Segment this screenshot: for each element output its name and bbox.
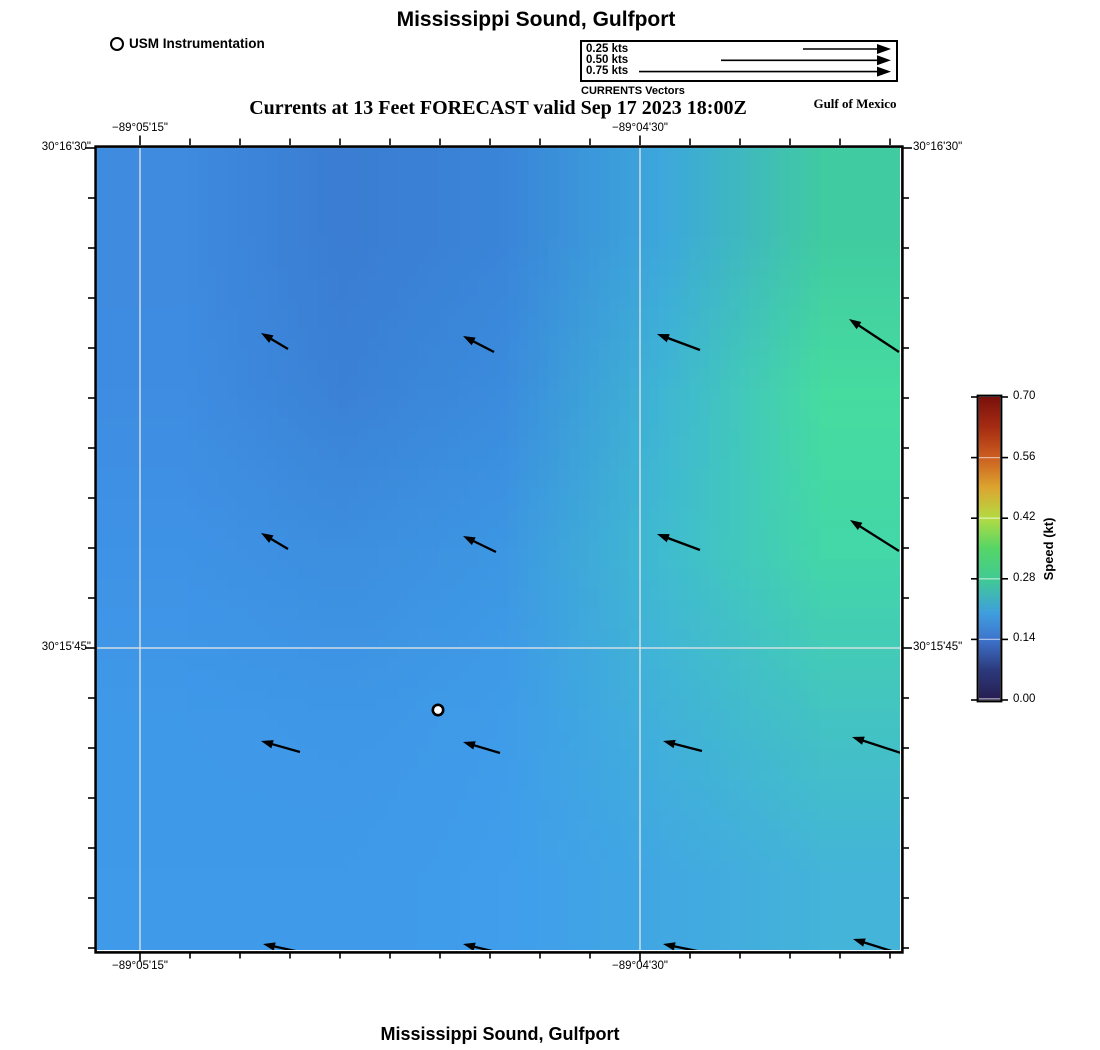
colorbar-tick-label: 0.28 [1013,571,1036,584]
colorbar-tick-label: 0.70 [1013,390,1036,402]
forecast-title: Currents at 13 Feet FORECAST valid Sep 1… [249,97,747,119]
vector-scale-label: 0.25 kts [586,43,629,55]
page-title-top: Mississippi Sound, Gulfport [396,8,676,31]
x-tick-label-top-right: −89°04'30" [612,122,668,134]
current-speed-field [97,148,900,950]
x-tick-label-top-left: −89°05'15" [112,122,168,134]
y-tick-label-left-top: 30°16'30" [41,141,91,153]
x-tick-label-bottom-right: −89°04'30" [612,960,668,972]
y-tick-label-left-mid: 30°15'45" [41,641,91,653]
colorbar-tick-label: 0.14 [1013,632,1036,645]
vector-scale-legend: 0.25 kts 0.50 kts 0.75 kts [580,40,898,82]
water-body-label: Gulf of Mexico [813,96,897,111]
vector-scale-label: 0.50 kts [586,54,629,66]
colorbar-gradient [979,397,1000,700]
page-title-bottom: Mississippi Sound, Gulfport [380,1024,620,1044]
instrumentation-legend: USM Instrumentation [110,36,265,51]
vector-scale-label: 0.75 kts [586,65,629,77]
open-circle-icon [110,36,124,51]
y-tick-label-right-top: 30°16'30" [913,141,963,153]
y-tick-label-right-mid: 30°15'45" [913,641,963,653]
colorbar-tick-label: 0.42 [1013,511,1036,524]
colorbar-tick-label: 0.00 [1013,693,1036,705]
vector-legend-caption: CURRENTS Vectors [581,85,685,97]
colorbar-tick-label: 0.56 [1013,450,1036,463]
x-tick-label-bottom-left: −89°05'15" [112,960,168,972]
instrumentation-legend-label: USM Instrumentation [129,36,265,51]
colorbar-axis-label: Speed (kt) [1041,517,1056,581]
